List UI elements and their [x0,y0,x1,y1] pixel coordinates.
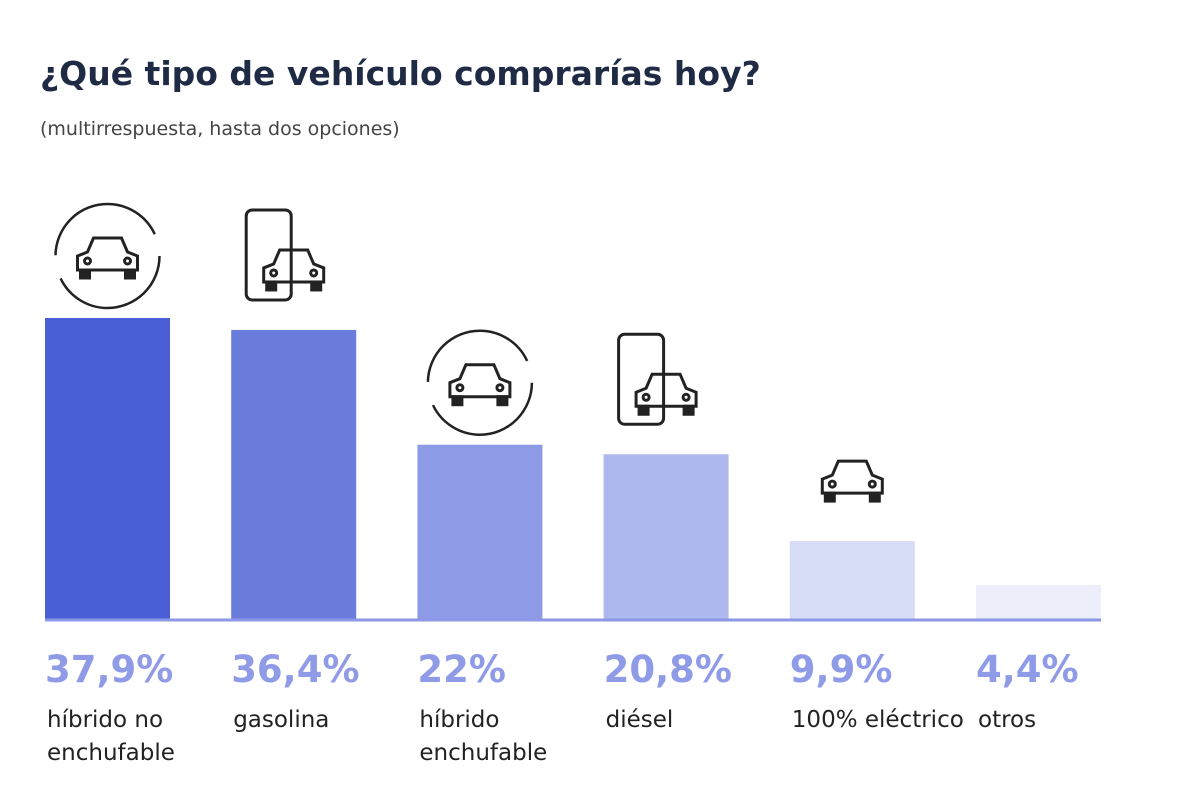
value-label: 36,4% [231,648,360,691]
car-light [495,383,505,393]
value-label: 9,9% [789,648,893,691]
bar [417,444,543,620]
car-light [681,392,691,402]
car-icon [820,459,884,503]
car-light [867,479,877,489]
pump-icon [617,332,666,426]
value-label: 4,4% [976,648,1079,691]
car-body [76,236,139,272]
category-label: gasolina [233,707,330,733]
car-light [641,392,651,402]
car-body [448,363,512,399]
car-light [827,479,837,489]
car-wheel [79,268,91,280]
bar [231,329,357,620]
car-body [820,459,884,495]
car-icon [634,372,698,416]
car-light [309,268,319,278]
car-light [269,268,279,278]
category-label: otros [978,707,1037,733]
car-wheel [265,280,278,292]
category-label: diésel [605,707,674,733]
chart-subtitle: (multirrespuesta, hasta dos opciones) [40,118,400,140]
car-wheel [868,491,881,503]
car-wheel [637,404,650,416]
category-label: híbrido enchufable [419,707,548,766]
car-wheel [451,395,464,407]
car-wheel [124,268,136,280]
pump-icon [244,208,293,302]
car-light [455,383,465,393]
car-body [262,248,326,284]
cycle-icon [54,202,161,310]
bar [603,454,729,620]
value-label: 22% [417,648,506,691]
car-wheel [310,280,323,292]
category-label: 100% eléctrico [791,707,964,733]
car-wheel [496,395,509,407]
car-icon [262,248,326,292]
chart-title: ¿Qué tipo de vehículo comprarías hoy? [40,54,761,93]
car-icon [76,236,139,280]
value-label: 20,8% [603,648,732,691]
car-icon [448,363,512,407]
value-label: 37,9% [45,648,174,691]
bar [789,541,915,620]
car-wheel [823,491,836,503]
car-light [83,256,92,266]
bar [976,584,1101,620]
category-label: híbrido no enchufable [47,707,175,766]
car-light [123,256,132,266]
cycle-icon [426,329,534,436]
car-wheel [682,404,695,416]
bar [45,318,170,620]
car-body [634,372,698,408]
